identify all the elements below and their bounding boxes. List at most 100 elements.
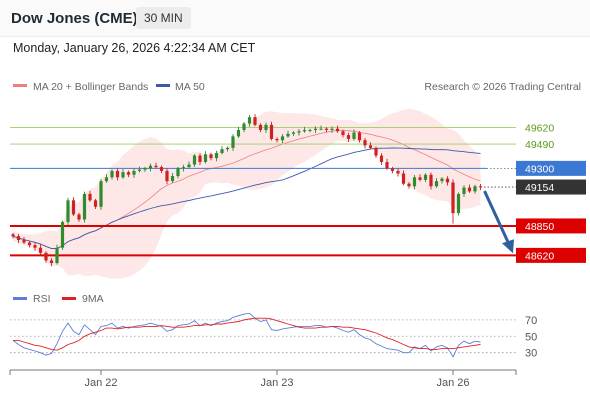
ma50-line <box>12 147 481 249</box>
candle-body <box>379 155 384 162</box>
candle-body <box>423 174 428 180</box>
rsi-line <box>12 312 481 358</box>
time-axis: Jan 22 Jan 23 Jan 26 <box>9 369 517 389</box>
candle-body <box>418 177 422 180</box>
candle-body <box>143 168 147 170</box>
ma50-legend-swatch <box>156 84 170 87</box>
timeframe-badge[interactable]: 30 MIN <box>136 7 191 29</box>
candle-body <box>82 193 87 220</box>
candle-body <box>220 149 224 154</box>
level-box-49300 <box>516 160 586 176</box>
candle-body <box>93 200 98 207</box>
rsi-ma-legend-swatch <box>62 297 76 300</box>
level-label-49490: 49490 <box>525 139 554 151</box>
candle-body <box>302 129 307 132</box>
rsi-tick-label-50: 50 <box>525 331 537 343</box>
candle-body <box>66 200 70 223</box>
candle-body <box>313 128 318 130</box>
candle-body <box>192 155 197 165</box>
candle-body <box>38 247 43 253</box>
candle-body <box>368 145 373 148</box>
candle-body <box>247 117 252 124</box>
level-label-49300: 49300 <box>525 163 554 175</box>
candle-body <box>55 247 59 264</box>
rsi-tick-label-30: 30 <box>525 348 537 360</box>
candle-body <box>77 214 81 220</box>
rsi-legend: RSI 9MA <box>13 293 104 305</box>
candle-body <box>374 147 378 156</box>
candle-body <box>440 178 444 182</box>
candle-body <box>357 132 362 141</box>
candle-body <box>132 170 136 175</box>
rsi-ma-legend-label: 9MA <box>82 293 104 305</box>
candle-body <box>44 252 48 261</box>
candle-body <box>209 154 213 159</box>
candle-body <box>280 136 285 141</box>
candle-body <box>407 183 411 187</box>
time-tick-label: Jan 23 <box>260 377 293 389</box>
candle-body <box>104 177 109 182</box>
candle-body <box>22 240 26 243</box>
candle-body <box>335 128 340 132</box>
candle-body <box>176 168 180 177</box>
candle-body <box>434 181 439 187</box>
candle-body <box>99 181 103 207</box>
rsi-legend-label: RSI <box>33 293 51 305</box>
candle-body <box>170 176 175 182</box>
candle-body <box>236 129 241 137</box>
candle-body <box>297 131 301 133</box>
candle-body <box>467 187 472 192</box>
candle-body <box>275 138 279 141</box>
candle-body <box>352 132 356 139</box>
candle-body <box>478 186 483 188</box>
price-legend: MA 20 + Bollinger Bands MA 50 Research ©… <box>13 81 581 93</box>
forecast-arrow-head <box>502 239 514 254</box>
candle-body <box>60 222 65 248</box>
level-box-48620 <box>516 247 586 263</box>
bollinger-legend-swatch <box>13 84 27 87</box>
level-label-48620: 48620 <box>525 250 554 262</box>
candle-body <box>242 123 246 130</box>
candle-body <box>286 133 290 137</box>
candle-body <box>198 155 202 162</box>
candle-body <box>253 117 257 125</box>
candle-body <box>319 128 323 130</box>
candle-body <box>33 245 37 248</box>
candle-body <box>258 124 263 130</box>
candle-body <box>473 186 477 192</box>
candle-body <box>165 170 169 182</box>
candle-body <box>330 128 334 130</box>
candle-body <box>324 128 329 130</box>
bollinger-legend-label: MA 20 + Bollinger Bands <box>33 81 148 93</box>
candle-body <box>49 260 54 264</box>
candle-body <box>148 165 153 169</box>
candle-body <box>225 147 230 150</box>
candle-body <box>137 169 142 171</box>
candle-body <box>11 234 15 237</box>
candle-body <box>110 170 114 178</box>
candle-body <box>341 131 345 136</box>
candle-body <box>159 167 164 171</box>
candle-body <box>126 172 131 175</box>
candle-body <box>385 161 389 169</box>
candle-body <box>203 154 208 162</box>
candle-body <box>27 242 32 246</box>
candle-body <box>154 165 158 168</box>
rsi-ma-line <box>13 317 481 351</box>
candle-body <box>390 168 395 171</box>
time-tick-label: Jan 22 <box>84 377 117 389</box>
candle-body <box>231 136 235 148</box>
header-bar: Dow Jones (CME) 30 MIN <box>0 0 590 37</box>
candle-body <box>412 177 417 187</box>
candle-body <box>121 172 125 178</box>
timestamp: Monday, January 26, 2026 4:22:34 AM CET <box>13 41 256 55</box>
level-box-48850 <box>516 218 586 234</box>
ma50-legend-label: MA 50 <box>175 81 205 93</box>
candle-body <box>363 140 367 146</box>
rsi-legend-swatch <box>13 297 27 300</box>
level-label-48850: 48850 <box>525 221 554 233</box>
candle-body <box>396 170 400 174</box>
candle-body <box>187 164 191 168</box>
